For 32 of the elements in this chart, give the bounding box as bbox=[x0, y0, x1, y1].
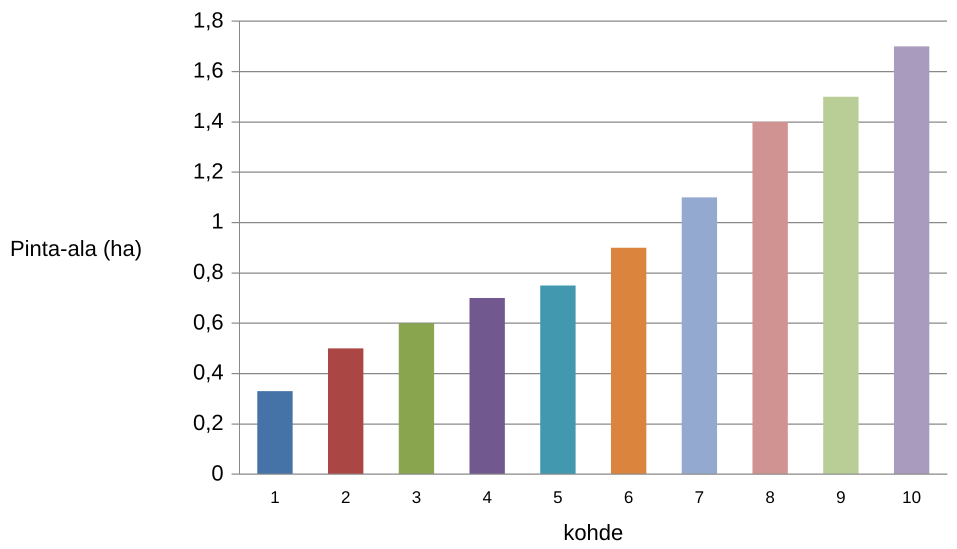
x-tick-label: 8 bbox=[765, 488, 775, 508]
y-tick-label: 1,4 bbox=[192, 108, 224, 133]
x-tick-label: 2 bbox=[340, 488, 350, 508]
bar bbox=[752, 122, 788, 474]
y-tick-label: 1 bbox=[211, 208, 224, 234]
y-tick-label: 1,6 bbox=[192, 58, 224, 83]
x-tick-label: 5 bbox=[553, 488, 563, 508]
bar bbox=[257, 391, 293, 474]
x-tick-label: 9 bbox=[836, 488, 846, 508]
x-tick-label: 4 bbox=[482, 488, 492, 508]
y-tick-label: 0,8 bbox=[192, 258, 224, 284]
bar bbox=[540, 285, 576, 474]
y-tick-label: 1,2 bbox=[192, 158, 224, 184]
y-tick-label: 0,2 bbox=[192, 410, 224, 435]
bar bbox=[894, 46, 930, 474]
bar bbox=[682, 197, 718, 474]
bar bbox=[610, 248, 646, 474]
x-tick-label: 7 bbox=[694, 488, 704, 508]
y-axis-title: Pinta-ala (ha) bbox=[10, 236, 142, 261]
x-axis-title: kohde bbox=[563, 520, 624, 545]
bar bbox=[823, 96, 859, 474]
y-tick-label: 1,8 bbox=[192, 7, 224, 32]
bar bbox=[469, 298, 505, 474]
bar bbox=[398, 323, 434, 474]
y-tick-label: 0,6 bbox=[192, 309, 224, 334]
y-tick-label: 0 bbox=[211, 460, 224, 486]
x-tick-label: 6 bbox=[624, 488, 634, 508]
x-tick-label: 3 bbox=[412, 488, 422, 508]
x-tick-label: 1 bbox=[270, 488, 280, 508]
y-tick-label: 0,4 bbox=[192, 360, 224, 385]
x-tick-label: 10 bbox=[902, 488, 922, 508]
bar bbox=[328, 348, 364, 474]
